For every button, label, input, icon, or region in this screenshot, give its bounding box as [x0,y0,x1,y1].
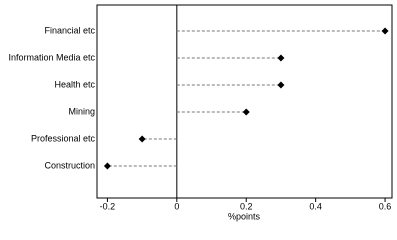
y-tick-label: Information Media etc [8,52,95,62]
x-tick-label: 0 [174,201,179,211]
dot-marker [242,108,250,116]
x-tick-label: 0.4 [309,201,322,211]
y-tick-label: Mining [68,106,95,116]
x-tick-label: 0.2 [240,201,253,211]
x-tick-label: -0.2 [100,201,116,211]
dot-marker [381,27,389,35]
y-tick-label: Construction [44,160,95,170]
dot-marker [103,162,111,170]
dot-marker [277,81,285,89]
x-axis-label: %points [228,211,261,221]
chart: %points -0.2 0 0.2 0.4 0.6 Financial etc Infor… [8,4,393,221]
dot-marker [138,135,146,143]
dot-marker [277,54,285,62]
x-tick-label: 0.6 [379,201,392,211]
plot-frame [96,4,393,199]
y-tick-label: Health etc [54,79,95,89]
y-tick-label: Financial etc [44,25,95,35]
y-tick-label: Professional etc [31,133,96,143]
